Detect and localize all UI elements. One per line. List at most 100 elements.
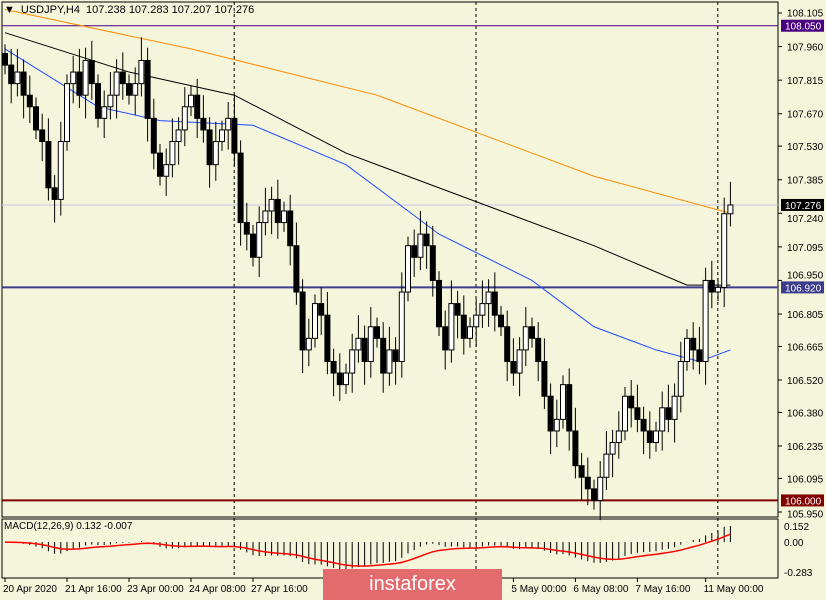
time-label: 5 May 00:00: [511, 584, 566, 595]
price-tick-label: 107.385: [787, 176, 824, 187]
price-tick-label: 106.950: [787, 270, 824, 281]
price-tick-label: 108.105: [787, 9, 824, 20]
candle-bull: [560, 384, 566, 420]
candle-bear: [206, 129, 213, 166]
candle-bear: [150, 117, 157, 154]
candle-bull: [169, 141, 176, 166]
candle-bull: [107, 94, 114, 108]
candle-bull: [553, 418, 560, 432]
candle-bear: [200, 117, 207, 131]
level-price-label: 106.000: [785, 496, 822, 507]
symbol-label: USDJPY,H4: [20, 4, 80, 16]
candle-bear: [460, 314, 467, 339]
candle-bull: [398, 291, 405, 362]
price-tick-label: 106.520: [787, 376, 824, 387]
candle-bear: [119, 71, 126, 85]
candle-bull: [163, 164, 170, 177]
candle-bull: [653, 430, 659, 444]
candle-bull: [14, 71, 21, 85]
price-tick-label: 106.665: [787, 342, 824, 353]
candle-bear: [231, 117, 238, 154]
level-price-badge: [781, 494, 824, 507]
candle-bear: [237, 152, 244, 224]
candle-bull: [702, 279, 709, 362]
candle-bull: [268, 198, 275, 212]
candle-bear: [541, 360, 548, 397]
price-tick-label: 107.095: [787, 243, 824, 254]
candle-bear: [299, 291, 306, 351]
candle-bull: [181, 106, 188, 131]
candle-bear: [498, 314, 504, 328]
candle-bull: [349, 349, 356, 374]
candle-bear: [529, 326, 535, 339]
candle-bear: [274, 198, 281, 224]
candle-bear: [708, 279, 715, 293]
candle-bull: [305, 337, 312, 351]
price-tick-label: 106.095: [787, 474, 824, 485]
macd-tick-label: 0.00: [784, 538, 804, 549]
candle-bear: [504, 326, 511, 362]
candle-bear: [324, 314, 331, 362]
candle-bull: [597, 476, 604, 501]
candle-bear: [634, 407, 641, 420]
candle-bear: [39, 129, 46, 143]
candle-bull: [113, 71, 120, 96]
candle-bull: [386, 349, 393, 374]
dropdown-triangle-icon[interactable]: ▼: [4, 4, 15, 16]
candle-bear: [374, 326, 380, 339]
candle-bull: [727, 204, 734, 215]
level-price-badge: [781, 19, 824, 32]
candle-bear: [423, 233, 430, 247]
time-label: 24 Apr 08:00: [189, 584, 246, 595]
candle-bull: [603, 453, 610, 478]
candle-bear: [392, 349, 399, 362]
candle-bull: [175, 129, 182, 143]
candle-bull: [615, 430, 622, 444]
candle-bull: [609, 442, 616, 455]
candle-bull: [473, 314, 480, 328]
time-label: 6 May 08:00: [573, 584, 628, 595]
candle-bear: [436, 279, 442, 328]
price-tick-label: 107.670: [787, 110, 824, 121]
candle-bull: [622, 395, 628, 432]
chart-title: ▼ USDJPY,H4 107.238 107.283 107.207 107.…: [4, 4, 254, 16]
level-price-label: 107.276: [785, 201, 822, 212]
candle-bear: [572, 430, 579, 467]
candle-bull: [64, 83, 70, 143]
ma-blue-line: [4, 48, 731, 363]
candle-bear: [591, 488, 597, 501]
time-label: 20 Apr 2020: [3, 584, 57, 595]
candle-bear: [411, 245, 418, 258]
candle-bear: [628, 395, 635, 409]
macd-tick-label: 0.152: [784, 522, 809, 533]
candle-bear: [510, 360, 517, 374]
candle-bull: [343, 372, 349, 386]
candle-bull: [225, 117, 232, 131]
candle-bear: [442, 326, 449, 351]
candle-bull: [448, 303, 455, 351]
candle-bear: [578, 465, 585, 478]
level-price-label: 108.050: [785, 22, 822, 33]
candle-bear: [88, 59, 95, 85]
candle-bear: [95, 83, 101, 119]
time-label: 21 Apr 16:00: [65, 584, 122, 595]
candle-bear: [361, 337, 368, 362]
candle-bear: [584, 476, 591, 490]
candle-bull: [262, 210, 269, 224]
candle-bull: [82, 59, 89, 96]
candle-bear: [535, 337, 542, 362]
level-price-label: 106.920: [785, 283, 822, 294]
level-price-badge: [781, 281, 824, 294]
price-tick-label: 105.950: [787, 509, 824, 520]
candle-bull: [522, 326, 529, 351]
candle-bear: [380, 337, 387, 374]
price-tick-label: 106.235: [787, 442, 824, 453]
candle-bull: [355, 337, 362, 351]
time-label: 7 May 16:00: [635, 584, 690, 595]
candle-bear: [293, 245, 300, 293]
time-label: 11 May 00:00: [704, 584, 764, 595]
candle-bear: [566, 384, 573, 432]
candle-bull: [138, 59, 145, 85]
